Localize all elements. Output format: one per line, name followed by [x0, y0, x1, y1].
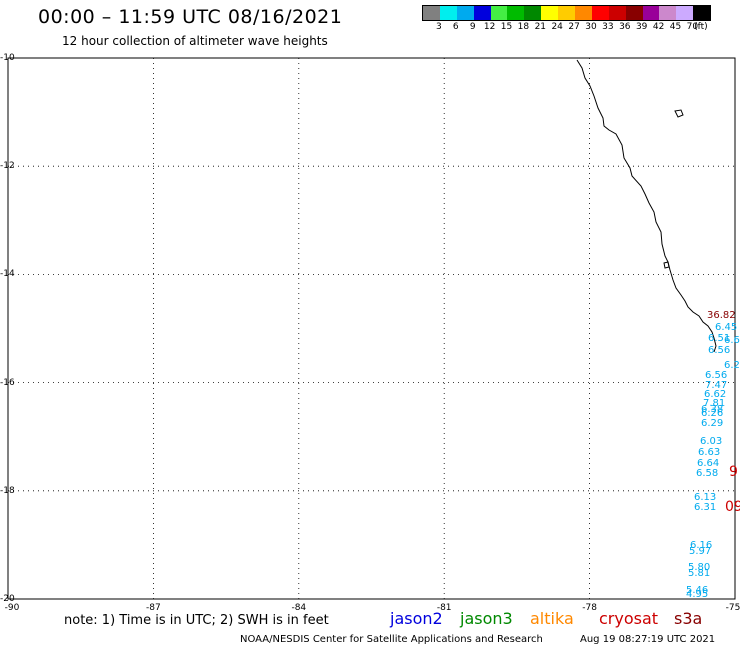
satellite-legend-item: jason3: [460, 609, 513, 628]
color-scale-label: 12: [483, 22, 496, 32]
map-frame: [7, 57, 736, 600]
latitude-label: -14: [0, 269, 15, 280]
color-scale-label: 33: [602, 22, 614, 32]
color-swatch: [676, 6, 694, 20]
satellite-legend-item: cryosat: [599, 609, 659, 628]
wave-height-label: 6.56: [708, 345, 730, 356]
color-swatch: [490, 6, 508, 20]
longitude-label: -75: [725, 603, 740, 613]
wave-height-label: 5.80: [688, 562, 710, 573]
color-swatch: [456, 6, 474, 20]
map-subtitle: 12 hour collection of altimeter wave hei…: [62, 34, 328, 48]
wave-height-label: 09: [725, 499, 740, 515]
wave-height-label: 6.64: [697, 458, 719, 469]
wave-height-label: 9: [729, 464, 738, 480]
wave-height-label: 7.81: [703, 398, 725, 409]
color-scale-label: 42: [652, 22, 665, 32]
latitude-label: -20: [0, 594, 15, 604]
satellite-legend-item: s3a: [674, 609, 703, 628]
latitude-label: -12: [0, 161, 15, 172]
latitude-label: -16: [0, 377, 15, 388]
graticule: [8, 58, 735, 599]
wave-height-label: 6.03: [700, 436, 722, 447]
color-scale-label: 45: [669, 22, 682, 32]
color-swatch: [524, 6, 542, 20]
wave-height-label: 5.97: [689, 546, 711, 557]
color-swatch: [439, 6, 457, 20]
satellite-legend-item: jason2: [390, 609, 443, 628]
color-scale-bar: [422, 5, 712, 21]
wave-height-label: 36.82: [707, 310, 736, 321]
longitude-label: -84: [291, 603, 307, 613]
latitude-label: -10: [0, 53, 15, 63]
wave-height-label: 6.13: [694, 492, 716, 503]
wave-height-label: 6.56: [705, 370, 727, 381]
wave-height-label: 6.29: [701, 418, 723, 429]
wave-height-label: 4.95: [686, 589, 708, 600]
color-swatch: [608, 6, 626, 20]
wave-height-label: 6.31: [694, 502, 716, 513]
color-scale-label: 70: [686, 22, 699, 32]
legend-note: note: 1) Time is in UTC; 2) SWH is in fe…: [64, 613, 329, 628]
wave-height-label: 6.51: [708, 333, 730, 344]
color-scale-label: 21: [534, 22, 547, 32]
footer-timestamp: Aug 19 08:27:19 UTC 2021: [580, 634, 716, 645]
color-scale-label: 3: [436, 22, 442, 32]
color-scale-label: 24: [551, 22, 563, 32]
peru-coastline: [576, 59, 717, 353]
color-scale-label: 18: [517, 22, 530, 32]
wave-height-label: 6.38: [701, 404, 723, 415]
color-scale-label: 15: [500, 22, 513, 32]
color-scale-label: 27: [568, 22, 580, 32]
longitude-label: -78: [582, 603, 597, 613]
color-swatch: [642, 6, 660, 20]
wave-height-label: 6.45: [715, 322, 737, 333]
color-swatch: [558, 6, 576, 20]
color-swatch: [659, 6, 677, 20]
wave-height-points: 36.826.456.516.606.566.26.567.476.627.81…: [686, 310, 740, 600]
color-scale-label: 9: [469, 22, 476, 32]
small-island: [674, 109, 684, 118]
wave-height-label: 6.2: [724, 360, 740, 371]
color-swatch: [575, 6, 592, 20]
color-scale-label: 6: [452, 22, 459, 32]
wave-height-label: 6.26: [701, 408, 723, 419]
color-swatch: [625, 6, 643, 20]
color-swatch: [541, 6, 559, 20]
color-swatch: [693, 6, 711, 20]
wave-height-label: 5.81: [688, 568, 710, 579]
latitude-label: -18: [0, 485, 15, 496]
wave-height-label: 6.63: [698, 447, 720, 458]
wave-height-label: 7.47: [705, 380, 727, 391]
longitude-label: -87: [146, 603, 161, 613]
color-scale-label: 30: [585, 22, 597, 32]
color-swatch: [473, 6, 491, 20]
color-scale-label: 39: [635, 22, 648, 32]
longitude-label: -90: [4, 603, 20, 613]
color-scale-label: 36: [619, 22, 631, 32]
paracas-peninsula: [663, 261, 670, 269]
satellite-legend-item: altika: [530, 609, 574, 628]
color-swatch: [423, 6, 440, 20]
wave-height-label: 5.46: [686, 585, 708, 596]
color-swatch: [591, 6, 609, 20]
color-scale-label: (ft): [694, 22, 708, 32]
wave-height-label: 6.60: [724, 335, 740, 346]
color-swatch: [507, 6, 525, 20]
footer-organization: NOAA/NESDIS Center for Satellite Applica…: [240, 634, 543, 645]
wave-height-label: 6.62: [704, 389, 726, 400]
map-title: 00:00 – 11:59 UTC 08/16/2021: [38, 6, 343, 28]
longitude-label: -81: [436, 603, 452, 613]
wave-height-label: 6.16: [690, 540, 712, 551]
wave-height-label: 6.58: [696, 468, 718, 479]
